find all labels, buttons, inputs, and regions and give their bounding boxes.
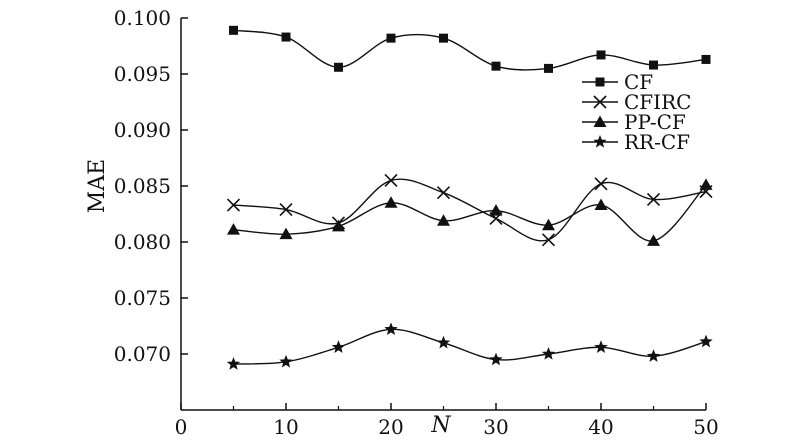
series-line-cfirc [233,178,707,242]
data-point-pp-cf [384,196,398,208]
x-tick-label: 0 [175,415,188,439]
x-axis-ticks: 0 10 20 30 40 50 [175,403,719,439]
data-point-rr-cf [699,334,713,348]
data-point-rr-cf [226,357,241,370]
data-point-pp-cf [647,234,660,246]
legend-label: CF [624,70,653,94]
x-tick-label: 50 [693,415,718,439]
legend-label: RR-CF [624,130,690,154]
data-point-pp-cf [437,214,450,226]
data-point-pp-cf [489,204,503,216]
data-point-cf [596,50,606,60]
data-point-pp-cf [542,218,555,231]
data-point-cf [491,61,501,71]
legend-label: CFIRC [624,90,691,114]
y-tick-label: 0.095 [114,62,171,86]
data-point-cf [439,33,448,43]
x-axis-title: N [430,413,451,438]
data-point-cfirc [384,173,398,187]
y-tick-label: 0.085 [114,174,171,198]
data-point-rr-cf [489,352,503,366]
legend-marker [593,115,607,127]
data-point-pp-cf [699,178,713,190]
data-point-cfirc [646,192,661,207]
data-point-pp-cf [279,227,293,240]
data-point-cfirc [436,186,451,200]
x-tick-label: 20 [378,415,403,439]
legend-item-rr-cf: RR-CF [582,130,690,154]
data-point-rr-cf [594,340,608,353]
legend-item-pp-cf: PP-CF [582,110,686,134]
data-point-cf [649,60,658,70]
series-line-pp-cf [233,184,707,242]
data-point-pp-cf [594,198,608,211]
data-point-rr-cf [384,322,398,336]
data-point-cfirc [279,202,293,217]
data-point-rr-cf [541,347,556,360]
data-point-rr-cf [331,340,346,353]
data-point-cf [281,32,291,42]
x-tick-label: 30 [483,415,508,439]
data-point-pp-cf [227,223,240,235]
data-point-rr-cf [646,349,661,362]
legend-item-cfirc: CFIRC [582,90,691,114]
legend-marker [593,95,607,109]
data-point-cf [701,54,711,64]
data-point-pp-cf [332,219,345,232]
data-point-cf [334,62,343,72]
y-tick-label: 0.070 [114,342,171,366]
x-tick-label: 10 [273,415,298,439]
data-point-rr-cf [279,354,293,368]
data-point-cf [544,63,553,73]
legend-item-cf: CF [582,70,653,94]
x-tick-label: 40 [588,415,613,439]
data-point-cfirc [541,233,556,247]
data-point-cf [386,33,396,43]
data-point-cfirc [594,177,608,191]
axes: 0 10 20 30 40 50 0.0700.0750.0800.0850.0900.0… [114,6,719,439]
y-tick-label: 0.090 [114,118,171,142]
y-tick-label: 0.100 [114,6,171,30]
series-markers [226,25,713,370]
legend-marker [595,77,605,87]
y-axis-ticks: 0.070 0.075 0.080 0.085 0.090 0.095 0.100 [114,6,188,366]
data-point-cfirc [226,198,241,212]
y-axis-title: MAE [85,159,110,213]
data-point-rr-cf [436,335,451,349]
series-line-rr-cf [233,328,707,365]
series-line-cf [233,29,707,71]
data-point-cf [229,25,238,35]
legend-marker [593,135,607,148]
series-lines [233,29,707,365]
y-tick-label: 0.075 [114,286,171,310]
y-tick-label: 0.080 [114,230,171,254]
legend-label: PP-CF [624,110,686,134]
